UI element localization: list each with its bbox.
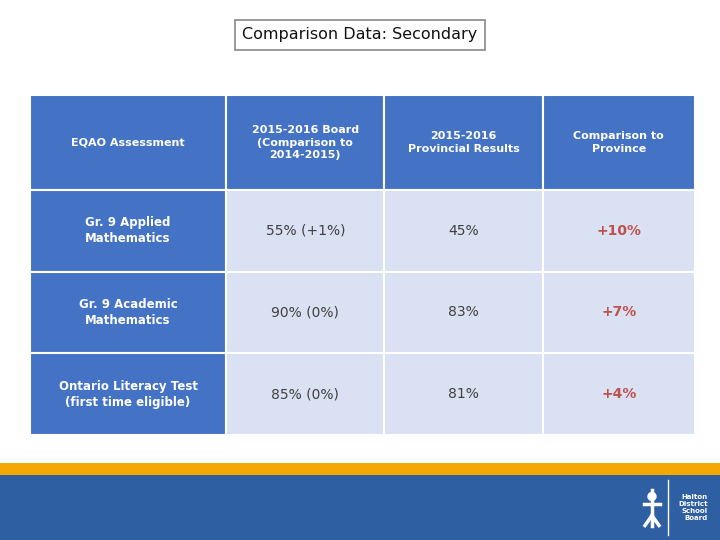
Bar (30, 272, 226, 353)
Text: Halton
District
School
Board: Halton District School Board (678, 494, 708, 522)
Text: 55% (+1%): 55% (+1%) (266, 224, 345, 238)
Bar (226, 272, 384, 353)
Text: 90% (0%): 90% (0%) (271, 306, 339, 320)
Bar (30, 95, 226, 190)
Bar (0, 463, 720, 475)
Text: 2015-2016 Board
(Comparison to
2014-2015): 2015-2016 Board (Comparison to 2014-2015… (252, 125, 359, 160)
Bar (384, 272, 543, 353)
Text: Gr. 9 Applied
Mathematics: Gr. 9 Applied Mathematics (86, 217, 171, 245)
Bar (226, 95, 384, 190)
Text: 81%: 81% (448, 387, 479, 401)
Text: +7%: +7% (601, 306, 636, 320)
Bar (30, 353, 226, 435)
Text: 45%: 45% (449, 224, 479, 238)
Bar (226, 353, 384, 435)
Text: Gr. 9 Academic
Mathematics: Gr. 9 Academic Mathematics (78, 298, 177, 327)
Bar (384, 95, 543, 190)
Text: +4%: +4% (601, 387, 636, 401)
Bar (30, 190, 226, 272)
Text: Comparison Data: Secondary: Comparison Data: Secondary (243, 28, 477, 43)
Bar (226, 190, 384, 272)
Bar (543, 353, 695, 435)
Text: Ontario Literacy Test
(first time eligible): Ontario Literacy Test (first time eligib… (58, 380, 197, 409)
Circle shape (648, 492, 656, 501)
Bar (543, 190, 695, 272)
Text: Comparison to
Province: Comparison to Province (574, 131, 665, 154)
Text: 2015-2016
Provincial Results: 2015-2016 Provincial Results (408, 131, 519, 154)
Bar (543, 272, 695, 353)
Text: EQAO Assessment: EQAO Assessment (71, 138, 185, 147)
Bar (384, 190, 543, 272)
Text: 85% (0%): 85% (0%) (271, 387, 339, 401)
Bar (543, 95, 695, 190)
Text: +10%: +10% (596, 224, 642, 238)
Bar (384, 353, 543, 435)
Text: 83%: 83% (449, 306, 479, 320)
Bar (0, 475, 720, 540)
